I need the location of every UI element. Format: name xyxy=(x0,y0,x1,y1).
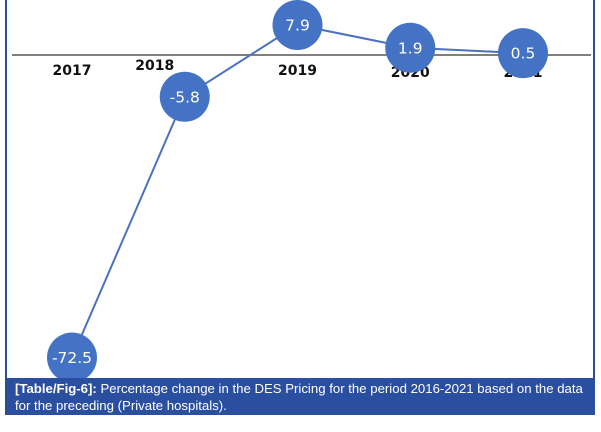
data-label-2019: 7.9 xyxy=(285,16,310,34)
data-point-2021: 0.5 xyxy=(498,28,548,79)
figure-frame xyxy=(5,0,595,415)
data-label-2021: 0.5 xyxy=(511,45,536,63)
marker-2017 xyxy=(47,332,97,383)
x-tick-label-2018: 2018 xyxy=(135,58,174,74)
x-tick-label-2019: 2019 xyxy=(278,63,317,79)
marker-2018 xyxy=(159,71,210,122)
data-label-2018: -5.8 xyxy=(170,88,200,106)
caption-label: [Table/Fig-6]: xyxy=(15,381,97,396)
data-point-2017: -72.5 xyxy=(47,332,97,383)
marker-2021 xyxy=(498,28,548,79)
data-point-2020: 1.9 xyxy=(385,22,436,73)
marker-2019 xyxy=(272,0,323,50)
data-point-2018: -5.8 xyxy=(159,71,210,122)
figure-caption: [Table/Fig-6]: Percentage change in the … xyxy=(7,378,595,415)
data-label-2020: 1.9 xyxy=(398,39,423,57)
caption-text: Percentage change in the DES Pricing for… xyxy=(15,381,583,413)
x-tick-label-2017: 2017 xyxy=(53,63,92,79)
data-point-2019: 7.9 xyxy=(272,0,323,50)
marker-2020 xyxy=(385,22,436,73)
data-label-2017: -72.5 xyxy=(52,349,92,367)
